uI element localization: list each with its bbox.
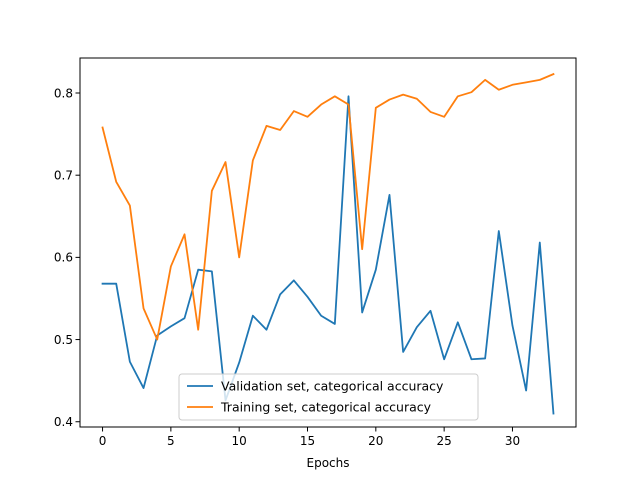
x-tick-label: 30	[505, 434, 520, 448]
x-tick-label: 10	[232, 434, 247, 448]
x-tick-label: 15	[300, 434, 315, 448]
legend-entry: Training set, categorical accuracy	[220, 400, 432, 415]
x-tick-label: 0	[99, 434, 107, 448]
y-tick-label: 0.4	[54, 415, 73, 429]
y-tick-label: 0.5	[54, 333, 73, 347]
x-axis-label: Epochs	[307, 456, 350, 470]
x-tick-label: 5	[167, 434, 175, 448]
series-line-0	[101, 95, 555, 415]
x-tick-label: 20	[368, 434, 383, 448]
plot-area	[80, 58, 576, 427]
y-tick-label: 0.8	[54, 86, 73, 100]
plot-background	[80, 58, 576, 427]
axes-layer: 0 5 10 15 20 25 30 0.4 0.5 0.6 0.7 0.8	[54, 57, 577, 448]
y-tick-label: 0.7	[54, 168, 73, 182]
legend-entry: Validation set, categorical accuracy	[221, 379, 444, 394]
legend-box	[178, 373, 479, 421]
series-line-1	[101, 72, 555, 341]
legend: Validation set, categorical accuracy Trai…	[178, 373, 479, 421]
x-tick-label: 25	[437, 434, 452, 448]
axes-frame	[79, 57, 577, 428]
y-tick-label: 0.6	[54, 251, 73, 265]
series-layer	[101, 72, 555, 415]
